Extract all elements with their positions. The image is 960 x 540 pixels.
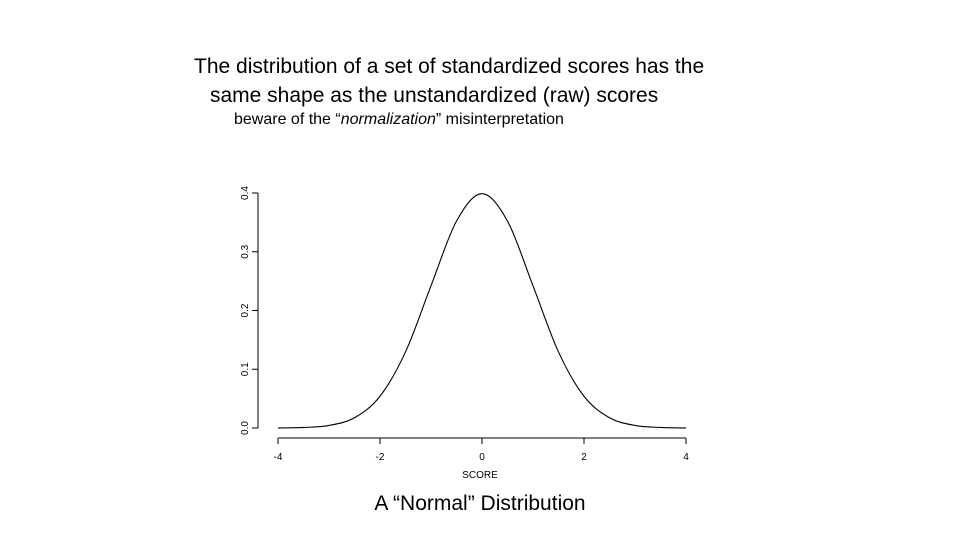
plot-area: [277, 193, 687, 429]
y-tick-label: 0.2: [240, 303, 251, 317]
subtitle-emphasis: normalization: [340, 111, 436, 128]
x-tick-label: 4: [683, 452, 689, 463]
x-axis: -4 -2 0 2 4: [274, 437, 689, 463]
title-line-1: The distribution of a set of standardize…: [194, 55, 705, 78]
y-tick-label: 0.3: [240, 244, 251, 258]
title-line-2: same shape as the unstandardized (raw) s…: [210, 84, 659, 107]
y-axis: 0.0 0.1 0.2 0.3 0.4: [240, 186, 259, 435]
caption-text: A “Normal” Distribution: [374, 492, 586, 515]
subtitle-post: ” misinterpretation: [435, 111, 564, 128]
x-tick-label: 2: [581, 452, 587, 463]
chart-caption: A “Normal” Distribution: [0, 492, 960, 516]
slide-subtitle: beware of the “normalization” misinterpr…: [234, 111, 564, 129]
x-axis-label: SCORE: [462, 470, 498, 481]
y-tick-label: 0.4: [240, 186, 251, 200]
y-tick-label: 0.0: [240, 421, 251, 435]
y-tick-label: 0.1: [240, 362, 251, 376]
subtitle-pre: beware of the “: [234, 111, 341, 128]
density-curve: [277, 193, 687, 429]
x-tick-label: -2: [376, 452, 385, 463]
x-tick-label: -4: [274, 452, 283, 463]
x-tick-label: 0: [479, 452, 485, 463]
slide-title: The distribution of a set of standardize…: [180, 52, 780, 110]
